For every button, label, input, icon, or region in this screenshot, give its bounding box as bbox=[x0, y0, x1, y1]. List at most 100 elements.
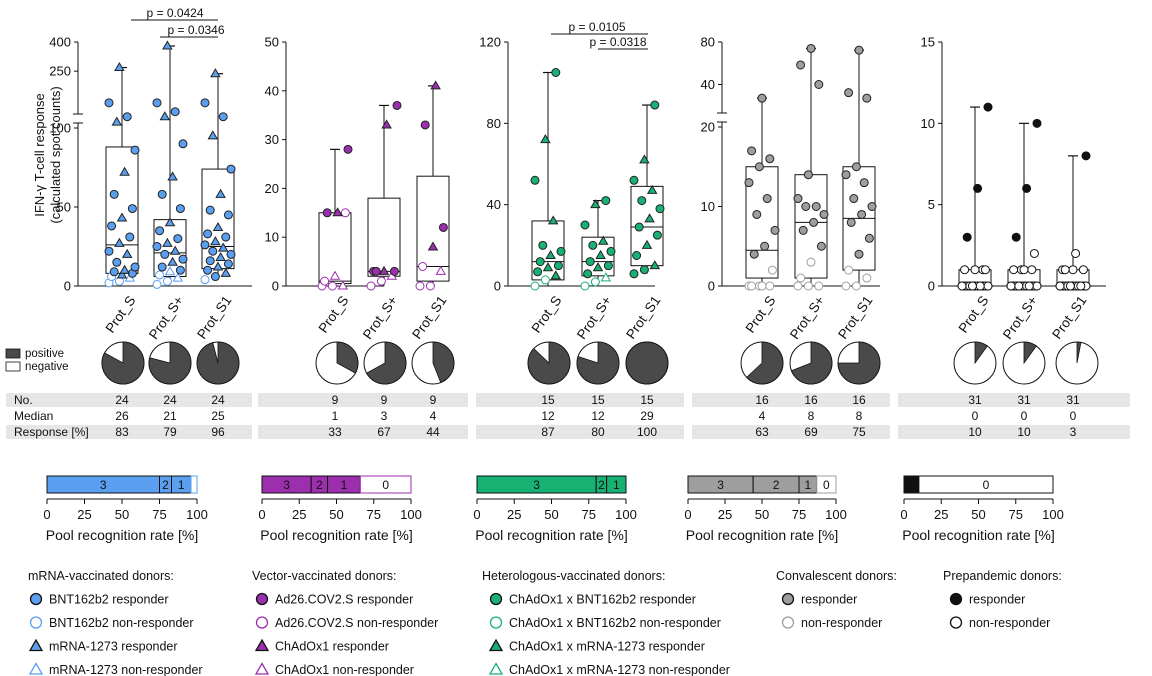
data-point bbox=[381, 119, 392, 129]
pie-positive-slice bbox=[1023, 341, 1037, 365]
y-tick-label: 40 bbox=[487, 197, 501, 212]
data-point bbox=[205, 256, 215, 266]
data-point bbox=[646, 184, 658, 194]
data-point bbox=[644, 213, 655, 223]
data-point bbox=[392, 100, 402, 110]
pool-tick-label: 25 bbox=[77, 507, 91, 522]
table-no: 31 bbox=[1017, 393, 1031, 407]
p-value-label: p = 0.0346 bbox=[167, 23, 224, 37]
pool-tick-label: 25 bbox=[934, 507, 948, 522]
pool-tick-label: 100 bbox=[825, 507, 847, 522]
data-point bbox=[1078, 265, 1088, 275]
data-point bbox=[1027, 265, 1037, 275]
table-response: 83 bbox=[115, 425, 129, 439]
pool-segment-label: 2 bbox=[316, 478, 323, 492]
data-point bbox=[203, 265, 213, 275]
data-point bbox=[337, 280, 349, 290]
positive-swatch bbox=[5, 348, 21, 359]
y-tick-label: 10 bbox=[701, 199, 715, 214]
data-point bbox=[867, 202, 877, 211]
data-point bbox=[220, 267, 232, 277]
data-point bbox=[1076, 281, 1086, 291]
pool-axis-label: Pool recognition rate [%] bbox=[686, 527, 839, 543]
legend-marker bbox=[29, 616, 43, 629]
panel-mrna-vaccinated: 050100250400Prot_S242683Prot_S+242179Pro… bbox=[28, 6, 252, 676]
data-point bbox=[634, 222, 644, 232]
data-point bbox=[650, 100, 660, 110]
table-response: 63 bbox=[755, 425, 769, 439]
box-prot-s bbox=[104, 61, 140, 288]
data-point bbox=[327, 281, 337, 291]
data-point bbox=[217, 242, 229, 252]
table-median: 4 bbox=[430, 409, 437, 423]
pool-tick-label: 100 bbox=[1042, 507, 1064, 522]
table-median: 0 bbox=[1070, 409, 1077, 423]
data-point bbox=[639, 265, 649, 275]
data-point bbox=[119, 166, 130, 176]
table-no: 15 bbox=[591, 393, 605, 407]
data-point bbox=[212, 261, 224, 271]
legend-marker bbox=[28, 638, 44, 652]
data-point bbox=[162, 276, 172, 286]
pool-tick-label: 75 bbox=[152, 507, 166, 522]
y-tick-label: 10 bbox=[265, 230, 279, 245]
data-point bbox=[556, 246, 566, 256]
data-point bbox=[430, 80, 441, 90]
data-point bbox=[752, 209, 762, 219]
box-prot-s- bbox=[1006, 118, 1042, 291]
legend-marker bbox=[29, 592, 43, 606]
data-point bbox=[970, 265, 980, 275]
data-point bbox=[130, 262, 140, 272]
data-point bbox=[1081, 151, 1091, 161]
table-median: 25 bbox=[211, 409, 225, 423]
data-point bbox=[542, 262, 554, 272]
pie-positive-slice bbox=[746, 341, 784, 385]
category-label: Prot_S1 bbox=[1049, 293, 1089, 342]
pool-segment-label: 2 bbox=[598, 478, 605, 492]
data-point bbox=[770, 225, 780, 235]
data-point bbox=[809, 217, 819, 227]
data-point bbox=[1032, 281, 1042, 291]
legend-item-label: non-responder bbox=[969, 616, 1050, 630]
data-point bbox=[811, 202, 821, 211]
data-point bbox=[155, 226, 165, 236]
data-point bbox=[803, 281, 813, 291]
y-tick-label: 0 bbox=[928, 279, 935, 294]
y-tick-label: 0 bbox=[272, 279, 279, 294]
data-point bbox=[793, 194, 803, 204]
panel-prepandemic: 0 5 10 15 Prot_S 31 0 10 Prot_S+ 31 0 10 Prot_S1 31 0 3… bbox=[900, 35, 1106, 630]
data-point bbox=[167, 256, 178, 266]
legend-item-label: mRNA-1273 non-responder bbox=[49, 663, 203, 676]
table-no: 31 bbox=[1066, 393, 1080, 407]
pool-segment-label: 2 bbox=[162, 478, 169, 492]
pool-segment bbox=[190, 475, 198, 494]
data-point bbox=[580, 281, 590, 291]
table-no: 9 bbox=[430, 393, 437, 407]
table-median: 29 bbox=[640, 409, 654, 423]
data-point bbox=[109, 189, 119, 199]
data-point bbox=[585, 257, 595, 267]
pool-tick-label: 0 bbox=[900, 507, 907, 522]
data-point bbox=[854, 249, 864, 259]
legend-item-label: BNT162b2 responder bbox=[49, 593, 169, 607]
data-point bbox=[164, 217, 176, 227]
data-point bbox=[172, 272, 184, 282]
pie-chart bbox=[576, 341, 620, 385]
data-point bbox=[767, 265, 777, 275]
table-no: 9 bbox=[381, 393, 388, 407]
pool-tick-label: 50 bbox=[755, 507, 769, 522]
table-response: 33 bbox=[328, 425, 342, 439]
data-point bbox=[210, 272, 220, 282]
table-band bbox=[476, 425, 684, 439]
table-median: 8 bbox=[808, 409, 815, 423]
data-point bbox=[218, 112, 228, 122]
data-point bbox=[793, 281, 803, 291]
box-prot-s bbox=[317, 144, 353, 291]
data-point bbox=[1065, 281, 1075, 291]
data-point bbox=[1014, 281, 1024, 291]
box-prot-s1 bbox=[629, 100, 665, 279]
data-point bbox=[226, 249, 236, 259]
pool-recognition-bar: 3 2 1 0 25 50 75 100 Pool recognition rate [%] bbox=[473, 475, 637, 543]
legend-item-label: ChAdOx1 non-responder bbox=[275, 663, 414, 676]
